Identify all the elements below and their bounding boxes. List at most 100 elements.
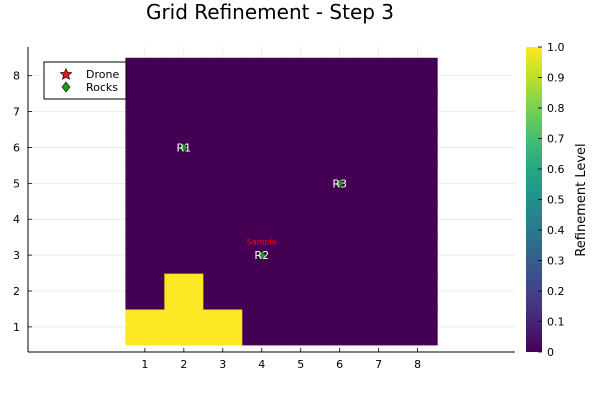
y-tick-label: 6 <box>13 141 20 154</box>
heatmap-cell <box>398 273 438 310</box>
heatmap-cell <box>359 93 399 131</box>
heatmap-cell <box>281 93 321 131</box>
heatmap-cell <box>281 201 321 238</box>
colorbar-gradient <box>526 47 542 352</box>
colorbar-tick-label: 0 <box>547 346 554 359</box>
heatmap-cell <box>320 201 360 238</box>
heatmap-cell <box>125 308 165 346</box>
colorbar-tick-label: 0.4 <box>547 224 565 237</box>
heatmap-cell <box>125 57 165 95</box>
chart-title: Grid Refinement - Step 3 <box>146 0 394 24</box>
colorbar-tick-label: 1.0 <box>547 41 565 54</box>
heatmap-cell <box>359 308 399 346</box>
heatmap-cell <box>320 129 360 167</box>
y-tick-label: 8 <box>13 70 20 83</box>
heatmap-cell <box>125 129 165 167</box>
heatmap-cell <box>164 57 204 95</box>
heatmap-cell <box>125 201 165 238</box>
heatmap-cell <box>320 57 360 95</box>
heatmap-cell <box>398 237 438 274</box>
heatmap-cell <box>398 129 438 167</box>
heatmap-cell <box>242 57 282 95</box>
legend: Drone Rocks <box>43 61 127 100</box>
heatmap-cell <box>164 165 204 202</box>
colorbar-tick-label: 0.6 <box>547 163 565 176</box>
heatmap-cell <box>281 237 321 274</box>
colorbar-tick-label: 0.3 <box>547 255 565 268</box>
sample-annotation: Sample <box>247 237 277 246</box>
x-tick-label: 6 <box>336 358 343 371</box>
x-tick-label: 5 <box>297 358 304 371</box>
heatmap-cell <box>203 93 243 131</box>
y-tick-label: 5 <box>13 177 20 190</box>
heatmap-cell <box>281 57 321 95</box>
colorbar-tick-label: 0.8 <box>547 102 565 115</box>
heatmap-cells <box>125 57 438 346</box>
annotations: Sample <box>247 237 277 246</box>
drone-star-icon <box>59 67 73 80</box>
rock-label: R1 <box>177 141 192 154</box>
y-tick-label: 7 <box>13 106 20 119</box>
heatmap-cell <box>242 201 282 238</box>
heatmap-cell <box>320 308 360 346</box>
heatmap-cell <box>242 308 282 346</box>
y-tick-label: 1 <box>13 321 20 334</box>
heatmap-cell <box>281 308 321 346</box>
heatmap-cell <box>164 93 204 131</box>
colorbar-tick-label: 0.2 <box>547 285 565 298</box>
colorbar-tick-label: 0.1 <box>547 316 565 329</box>
heatmap-cell <box>203 165 243 202</box>
colorbar-tick-label: 0.5 <box>547 194 565 207</box>
heatmap-cell <box>203 129 243 167</box>
heatmap-cell <box>398 93 438 131</box>
heatmap-cell <box>203 308 243 346</box>
rock-markers: R1 R2 R3 <box>177 141 347 262</box>
rock-marker <box>257 250 267 260</box>
heatmap-cell <box>398 57 438 95</box>
x-tick-label: 8 <box>414 358 421 371</box>
heatmap-cell <box>125 273 165 310</box>
rock-label: R3 <box>332 177 347 190</box>
colorbar-tick-label: 0.9 <box>547 72 565 85</box>
heatmap-cell <box>164 273 204 310</box>
x-tick-label: 2 <box>180 358 187 371</box>
y-tick-label: 4 <box>13 213 20 226</box>
tick-labels: 1 2 3 4 5 6 7 8 1 2 3 4 5 6 7 8 <box>13 70 421 371</box>
heatmap-cell <box>125 237 165 274</box>
rock-marker <box>335 178 345 188</box>
heatmap-cell <box>203 57 243 95</box>
heatmap-cell <box>281 129 321 167</box>
y-tick-label: 2 <box>13 285 20 298</box>
heatmap-cell <box>125 165 165 202</box>
heatmap-cell <box>125 93 165 131</box>
heatmap-cell <box>203 201 243 238</box>
heatmap-cell <box>242 93 282 131</box>
colorbar-tick-label: 0.7 <box>547 133 565 146</box>
x-tick-label: 1 <box>141 358 148 371</box>
heatmap-cell <box>281 273 321 310</box>
heatmap-cell <box>359 273 399 310</box>
heatmap-cell <box>164 201 204 238</box>
legend-label-rocks: Rocks <box>86 81 118 94</box>
y-tick-label: 3 <box>13 249 20 262</box>
x-tick-label: 7 <box>375 358 382 371</box>
legend-label-drone: Drone <box>86 68 119 81</box>
heatmap-cell <box>242 165 282 202</box>
legend-box <box>43 61 127 100</box>
heatmap-cell <box>242 129 282 167</box>
heatmap-cell <box>359 237 399 274</box>
heatmap-cell <box>320 237 360 274</box>
axes <box>27 47 515 353</box>
rock-marker <box>179 143 189 152</box>
colorbar-ticks: 0 0.1 0.2 0.3 0.4 0.5 0.6 0.7 0.8 0.9 1.0 <box>538 41 565 359</box>
heatmap-cell <box>203 273 243 310</box>
heatmap-cell <box>320 273 360 310</box>
colorbar-label: Refinement Level <box>574 143 589 256</box>
rock-label: R2 <box>254 249 269 262</box>
heatmap-cell <box>320 93 360 131</box>
heatmap-cell <box>398 201 438 238</box>
heatmap-cell <box>203 237 243 274</box>
heatmap-cell <box>164 237 204 274</box>
heatmap-cell <box>398 165 438 202</box>
